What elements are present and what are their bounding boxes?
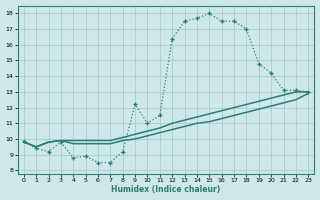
X-axis label: Humidex (Indice chaleur): Humidex (Indice chaleur) <box>111 185 221 194</box>
